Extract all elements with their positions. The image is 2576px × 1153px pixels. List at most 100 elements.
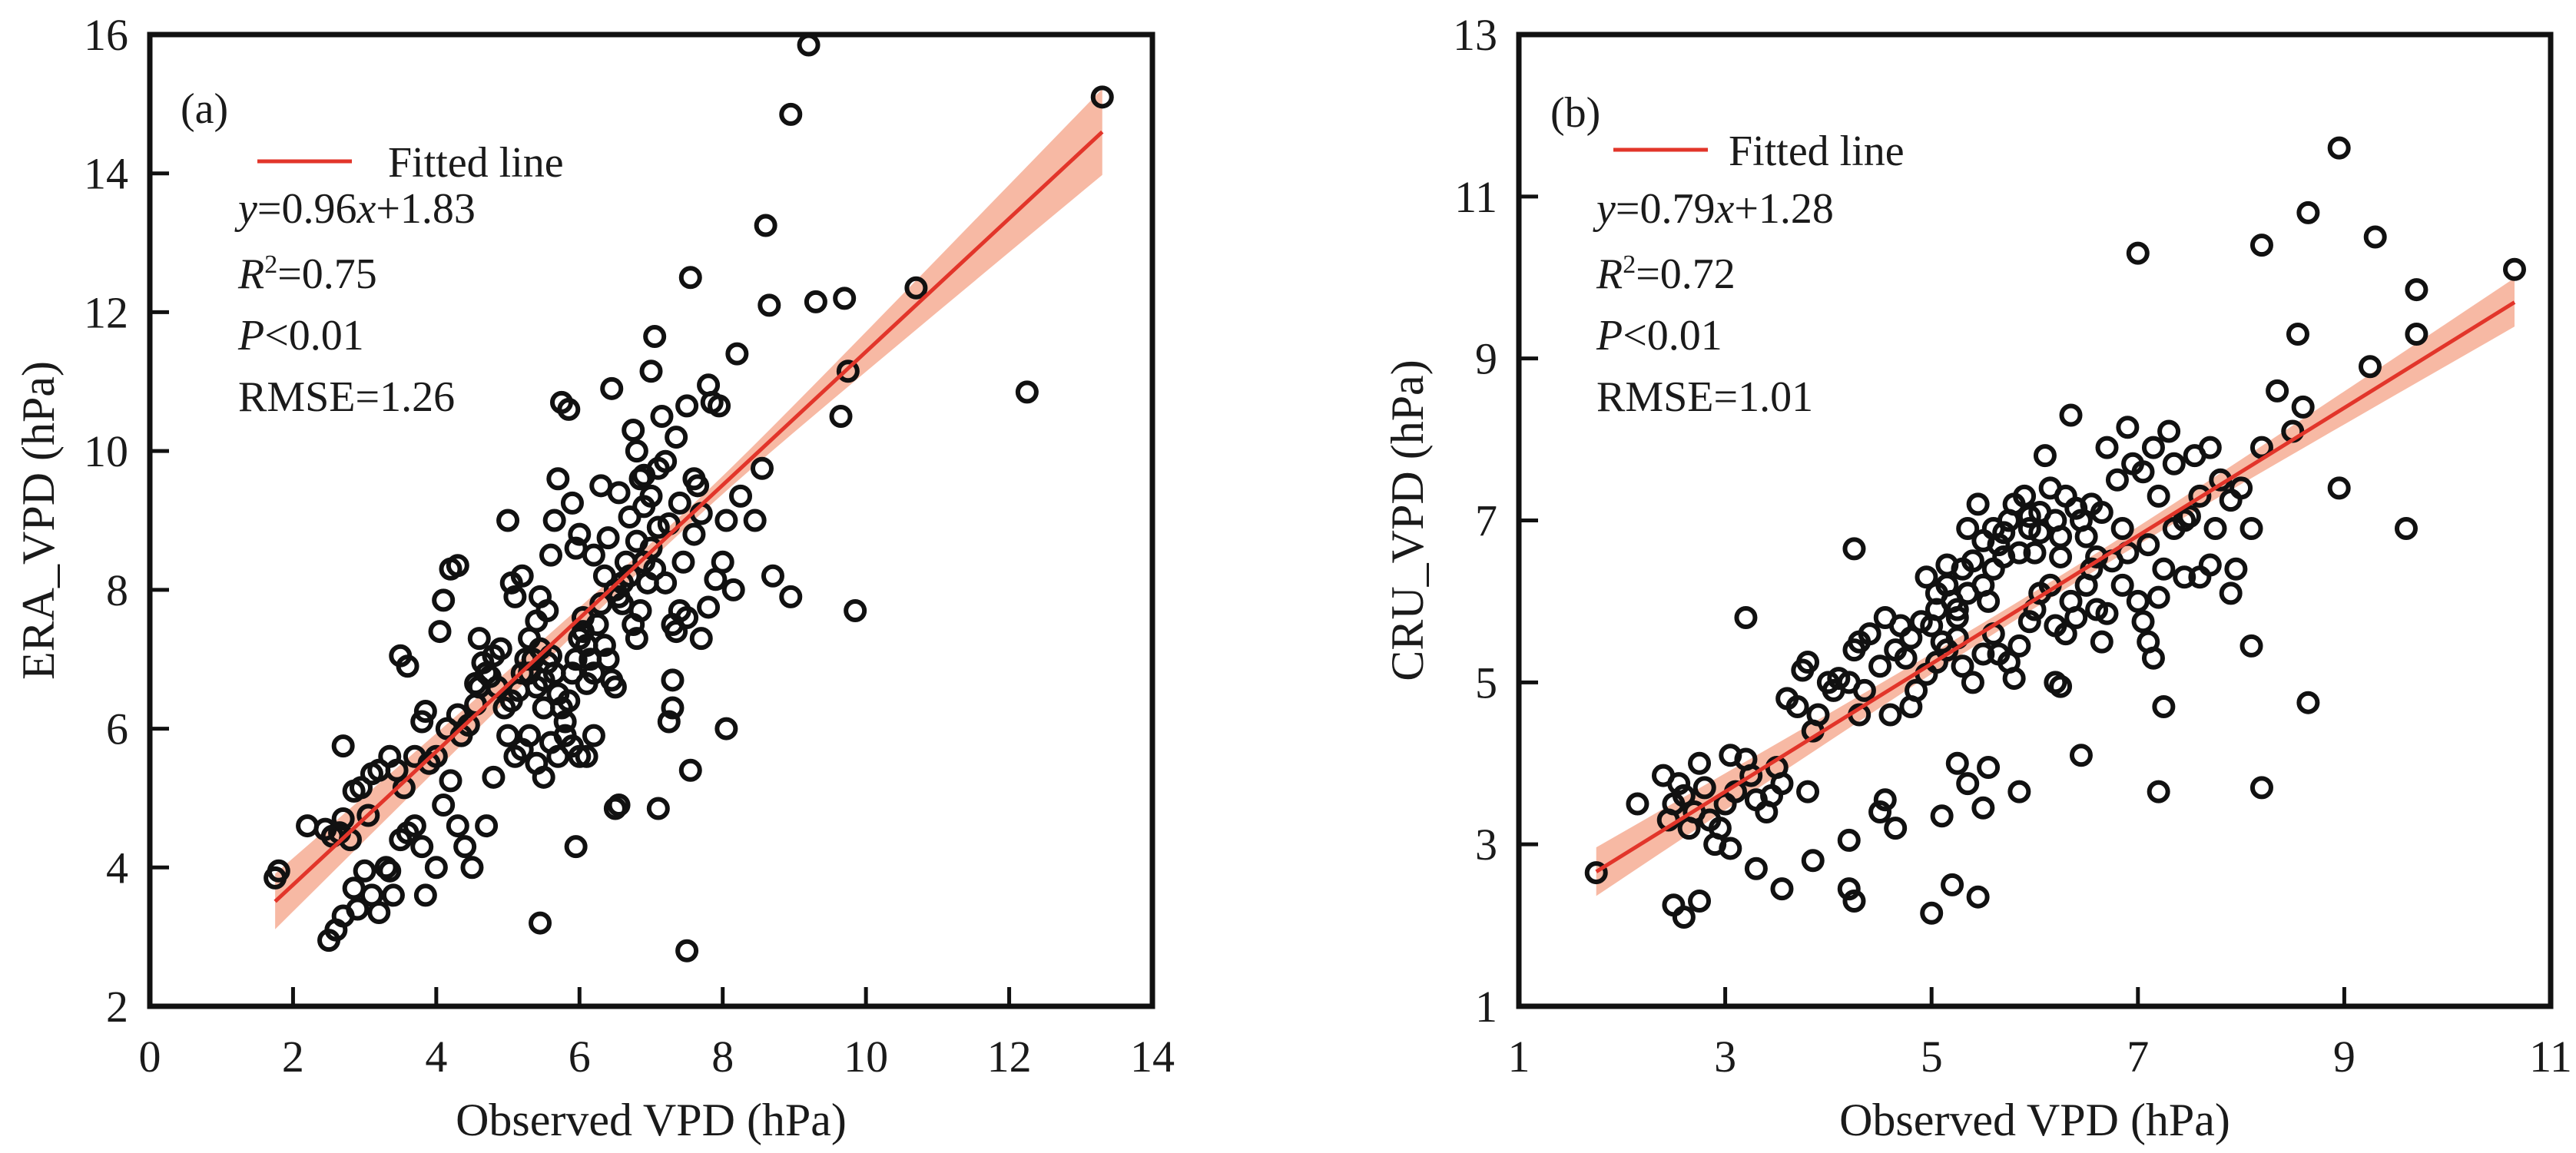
data-point	[503, 585, 527, 608]
data-point	[542, 509, 566, 532]
data-point	[625, 439, 648, 463]
x-tick-label: 12	[987, 1032, 1032, 1082]
data-point	[2249, 234, 2273, 257]
data-point	[2157, 419, 2181, 443]
fitted-line	[1595, 300, 2516, 873]
y-axis-title-a: ERA_VPD (hPa)	[13, 361, 64, 680]
y-tick-label: 9	[1475, 334, 1497, 384]
data-point	[836, 359, 860, 383]
data-point	[1719, 837, 1742, 860]
data-point	[475, 661, 499, 685]
data-point	[1842, 537, 1866, 561]
data-point	[482, 765, 506, 789]
eq-slope-b: =0.79	[1616, 185, 1716, 233]
data-point	[557, 689, 581, 713]
data-point	[413, 699, 437, 723]
data-point	[725, 342, 749, 366]
data-point	[489, 637, 512, 661]
data-point	[2405, 323, 2428, 346]
data-point	[1935, 553, 1959, 577]
y-tick-label: 7	[1475, 496, 1497, 546]
data-point	[708, 394, 731, 418]
panel-label-b: (b)	[1550, 89, 1600, 137]
data-point	[575, 744, 598, 768]
data-point	[1858, 622, 1881, 646]
data-point	[1692, 776, 1716, 800]
data-point	[1966, 492, 1990, 516]
p-value-b: P<0.01	[1596, 312, 1722, 359]
y-tick-label: 16	[84, 10, 128, 60]
data-point	[1956, 581, 1980, 605]
regression-equation-b: y=0.79x+1.28	[1593, 185, 1834, 233]
data-point	[1899, 626, 1923, 650]
data-point	[1796, 650, 1820, 674]
data-point	[1868, 654, 1892, 678]
x-tick-label: 7	[2127, 1032, 2149, 1082]
data-point	[1878, 703, 1902, 727]
data-point	[2152, 557, 2176, 581]
data-point	[904, 276, 928, 300]
data-point	[1868, 800, 1892, 823]
data-point	[607, 585, 631, 608]
eq-x-var-a: x	[356, 185, 376, 233]
data-point	[1015, 380, 1039, 404]
data-point	[603, 797, 627, 820]
data-point	[1909, 610, 1933, 634]
data-point	[600, 376, 624, 400]
r2-r-b: R	[1596, 250, 1623, 298]
data-point	[564, 835, 588, 859]
y-tick-label: 6	[106, 704, 128, 754]
data-point	[721, 578, 745, 601]
data-point	[432, 588, 456, 612]
data-point	[510, 661, 534, 685]
data-point	[596, 526, 620, 550]
data-point	[564, 648, 588, 671]
data-point	[1801, 849, 1825, 873]
data-point	[628, 598, 652, 622]
data-point	[833, 287, 857, 310]
panel-label-a: (a)	[181, 85, 228, 133]
data-point	[2002, 667, 2026, 691]
data-point	[2090, 630, 2114, 654]
data-point	[1667, 772, 1691, 796]
data-point	[779, 585, 803, 608]
rmse-a: RMSE=1.26	[238, 373, 455, 421]
data-point	[428, 620, 452, 644]
data-point	[2296, 691, 2320, 714]
data-point	[1770, 772, 1794, 796]
y-tick-label: 10	[84, 426, 128, 476]
data-point	[654, 571, 678, 595]
data-point	[1971, 642, 1995, 666]
data-point	[643, 557, 667, 581]
data-point	[1806, 703, 1830, 727]
data-point	[2147, 484, 2170, 508]
data-point	[618, 564, 642, 588]
data-point	[750, 456, 774, 480]
data-point	[2162, 517, 2186, 541]
ticks-b	[1519, 194, 2346, 1006]
data-point	[456, 714, 480, 737]
data-point	[797, 33, 821, 57]
data-point	[349, 776, 373, 800]
p-value-text-a: <0.01	[264, 312, 364, 359]
x-tick-label: 9	[2333, 1032, 2356, 1082]
r2-value-b: =0.72	[1636, 250, 1736, 298]
data-point	[510, 564, 534, 588]
data-point	[1662, 893, 1686, 917]
data-point	[1672, 784, 1696, 807]
data-point	[2023, 541, 2047, 565]
data-point	[2203, 517, 2227, 541]
data-point	[650, 404, 674, 428]
data-point	[342, 876, 366, 900]
data-point	[378, 859, 402, 883]
data-point	[1961, 671, 1984, 694]
data-point	[1920, 901, 1944, 925]
data-point	[1785, 694, 1809, 718]
data-point	[1905, 678, 1928, 702]
data-point	[646, 797, 670, 820]
data-point	[2007, 634, 2031, 658]
data-point	[2152, 694, 2176, 718]
data-point	[2327, 136, 2351, 160]
data-point	[2033, 444, 2057, 468]
